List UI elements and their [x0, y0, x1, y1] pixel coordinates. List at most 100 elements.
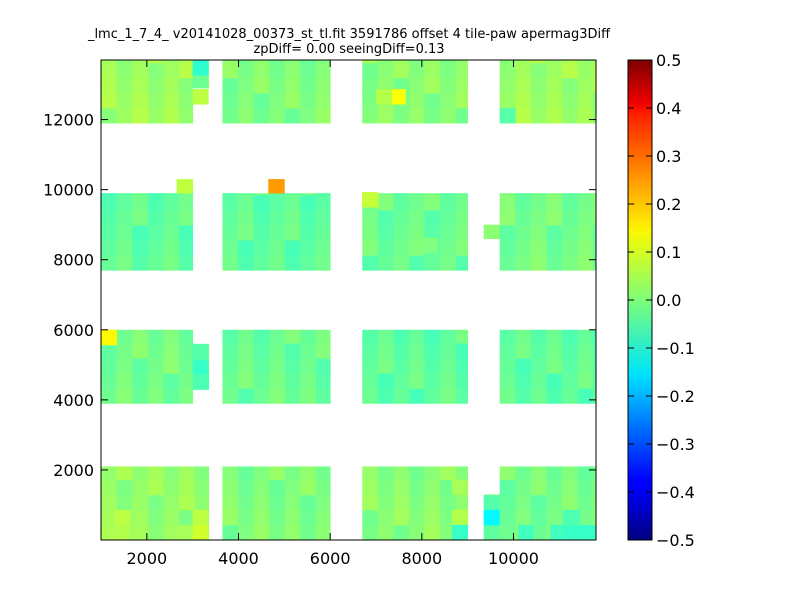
- heatmap-cell: [579, 524, 596, 540]
- heatmap-cell: [409, 329, 425, 344]
- heatmap-cell: [362, 62, 379, 79]
- heatmap-cell: [593, 466, 596, 481]
- heatmap-cell: [362, 255, 379, 271]
- heatmap-cell: [238, 494, 255, 511]
- heatmap-cell: [132, 373, 149, 389]
- heatmap-cell: [424, 343, 441, 359]
- heatmap-cell: [163, 479, 180, 496]
- heatmap-cell: [393, 524, 410, 540]
- heatmap-cell: [362, 509, 379, 526]
- heatmap-cell: [222, 225, 239, 241]
- heatmap-cell: [499, 108, 516, 124]
- heatmap-cell: [499, 329, 516, 344]
- heatmap-cell: [147, 255, 164, 271]
- heatmap-cell: [515, 329, 532, 344]
- heatmap-cell: [455, 343, 469, 359]
- heatmap-cell: [593, 494, 596, 511]
- heatmap-cell: [562, 466, 579, 481]
- heatmap-cell: [300, 358, 317, 374]
- heatmap-cell: [269, 358, 286, 374]
- heatmap-cell: [577, 358, 594, 374]
- heatmap-cell: [222, 193, 239, 196]
- heatmap-cell: [132, 194, 149, 211]
- heatmap-cell: [163, 92, 180, 109]
- heatmap-cell: [499, 509, 501, 526]
- heatmap-cell: [300, 329, 317, 344]
- heatmap-cell: [192, 72, 209, 89]
- heatmap-cell: [300, 194, 317, 211]
- heatmap-cell: [409, 343, 425, 359]
- x-tick-label: 2000: [126, 549, 167, 568]
- heatmap-cell: [269, 240, 286, 256]
- heatmap-cell: [238, 479, 255, 496]
- heatmap-cell: [132, 60, 149, 64]
- heatmap-cell: [253, 494, 270, 511]
- heatmap-cell: [483, 224, 500, 240]
- heatmap-cell: [515, 358, 532, 374]
- heatmap-cell: [269, 193, 286, 196]
- heatmap-cell: [377, 329, 394, 344]
- heatmap-cell: [178, 358, 194, 374]
- heatmap-cell: [515, 343, 532, 359]
- heatmap-cell: [593, 92, 596, 109]
- heatmap-cell: [362, 373, 379, 389]
- heatmap-cell: [147, 193, 164, 196]
- heatmap-cell: [132, 77, 149, 94]
- colorbar-tick-label: −0.4: [656, 483, 695, 502]
- heatmap-cell: [178, 60, 194, 64]
- heatmap-cell: [440, 466, 457, 481]
- heatmap-cell: [116, 494, 133, 511]
- heatmap-cell: [315, 62, 331, 79]
- heatmap-cell: [132, 494, 149, 511]
- heatmap-cell: [515, 62, 532, 79]
- heatmap-cell: [577, 255, 594, 271]
- heatmap-cell: [530, 60, 547, 64]
- heatmap-cell: [269, 255, 286, 271]
- heatmap-cell: [116, 92, 133, 109]
- heatmap-cell: [147, 194, 164, 211]
- heatmap-cell: [101, 240, 117, 256]
- heatmap-cell: [518, 524, 535, 540]
- heatmap-cell: [253, 60, 270, 64]
- heatmap-cell: [222, 373, 239, 389]
- heatmap-cell: [499, 479, 516, 496]
- heatmap-cell: [546, 509, 563, 526]
- heatmap-cell: [300, 209, 317, 226]
- heatmap-cell: [515, 77, 532, 94]
- heatmap-cell: [593, 60, 596, 64]
- heatmap-cell: [499, 255, 516, 271]
- heatmap-cell: [577, 209, 594, 226]
- heatmap-cell: [284, 373, 301, 389]
- heatmap-cell: [269, 509, 286, 526]
- heatmap-cell: [269, 494, 286, 511]
- heatmap-cell: [132, 92, 149, 109]
- heatmap-cell: [455, 194, 469, 211]
- heatmap-cell: [393, 60, 410, 64]
- heatmap-cell: [163, 255, 180, 271]
- heatmap-cell: [515, 92, 532, 109]
- heatmap-cell: [269, 373, 286, 389]
- heatmap-cell: [515, 509, 532, 526]
- heatmap-cell: [101, 108, 117, 124]
- heatmap-cell: [116, 329, 133, 344]
- heatmap-cell: [101, 77, 117, 94]
- heatmap-cell: [116, 343, 133, 359]
- heatmap-cell: [269, 388, 286, 404]
- heatmap-cell: [546, 62, 563, 79]
- heatmap-cell: [393, 358, 410, 374]
- heatmap-cell: [283, 179, 285, 194]
- heatmap-cell: [163, 494, 180, 511]
- heatmap-cell: [546, 240, 563, 256]
- heatmap-cell: [577, 193, 594, 196]
- heatmap-cell: [284, 60, 301, 64]
- heatmap-cell: [132, 343, 149, 359]
- heatmap-cell: [238, 194, 255, 211]
- heatmap-cell: [300, 524, 317, 540]
- heatmap-cell: [269, 108, 286, 124]
- heatmap-cell: [222, 524, 239, 540]
- heatmap-cell: [178, 92, 194, 109]
- heatmap-cell: [577, 62, 594, 79]
- heatmap-cell: [116, 209, 133, 226]
- heatmap-cell: [222, 108, 239, 124]
- heatmap-cell: [238, 193, 255, 196]
